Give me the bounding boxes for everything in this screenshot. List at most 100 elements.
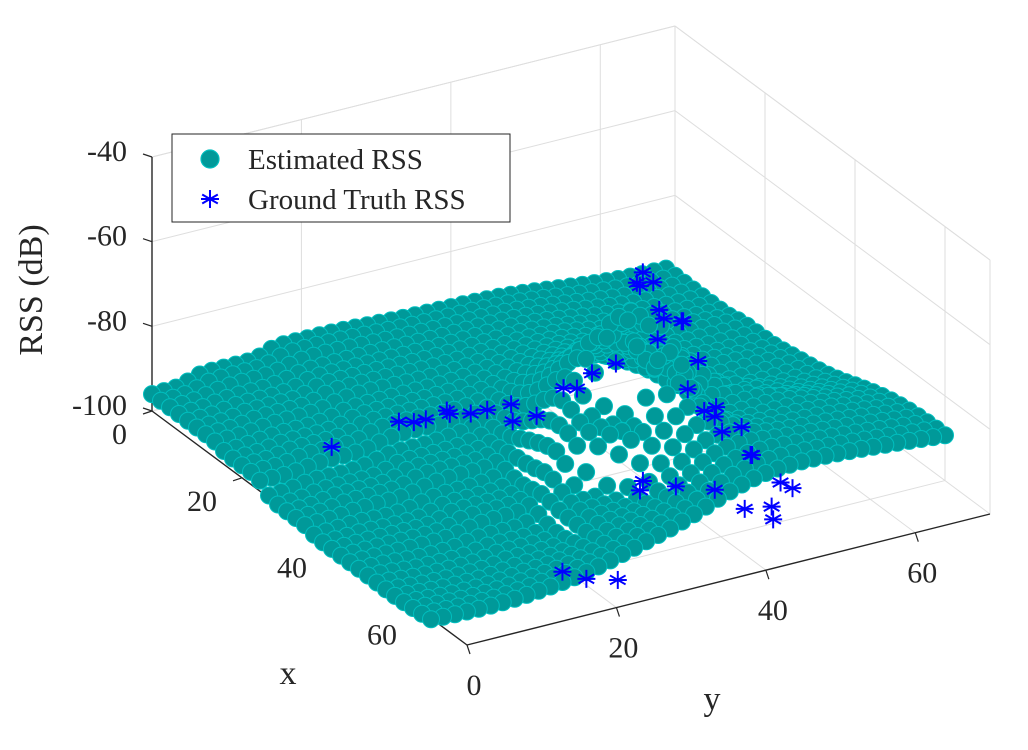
estimated-rss-point	[639, 316, 658, 335]
x-tick-label: 20	[187, 485, 217, 518]
ground-truth-rss-point	[567, 379, 586, 398]
ground-truth-rss-point	[713, 422, 732, 441]
y-tick-mark	[765, 569, 770, 580]
y-tick-label: 60	[907, 557, 937, 590]
ground-truth-rss-point	[771, 473, 790, 492]
ground-truth-rss-point	[630, 481, 649, 500]
z-axis-label: RSS (dB)	[13, 224, 50, 355]
ground-truth-rss-point	[783, 479, 802, 498]
y-tick-mark	[914, 532, 919, 542]
estimated-rss-point	[663, 438, 682, 457]
legend-box	[171, 133, 511, 223]
estimated-rss-point	[684, 440, 703, 459]
ground-truth-rss-point	[582, 364, 601, 383]
estimated-rss-point	[618, 311, 637, 330]
estimated-rss-point	[672, 355, 691, 374]
estimated-rss-point	[636, 388, 655, 407]
z-tick-label: -80	[87, 304, 127, 337]
z-tick-label: -100	[72, 389, 127, 422]
estimated-rss-point	[574, 386, 592, 405]
ground-truth-rss-point	[627, 273, 646, 292]
estimated-rss-point	[251, 471, 269, 490]
estimated-rss-point	[666, 407, 685, 426]
ground-truth-rss-point	[644, 273, 663, 292]
estimated-rss-point	[648, 351, 667, 369]
ground-truth-rss-point	[606, 354, 625, 373]
x-axis-label: x	[280, 655, 297, 692]
estimated-rss-point	[589, 437, 608, 456]
ground-truth-rss-point	[527, 406, 546, 425]
x-tick-mark	[232, 477, 243, 482]
z-tick-mark	[142, 153, 153, 158]
legend-estimated-marker	[200, 149, 220, 169]
estimated-rss-point	[642, 436, 661, 455]
ground-truth-rss-point	[577, 569, 596, 588]
z-tick-mark	[142, 322, 153, 327]
legend-star-glyph	[201, 190, 219, 208]
ground-truth-rss-point	[633, 471, 652, 490]
z-tick-label: -40	[87, 135, 127, 168]
ground-truth-rss-markers	[322, 263, 802, 589]
estimated-rss-point	[422, 610, 440, 629]
ground-truth-rss-point	[322, 437, 341, 456]
estimated-rss-point	[657, 385, 676, 404]
estimated-rss-point	[577, 463, 596, 482]
legend-estimated-label: Estimated RSS	[248, 144, 423, 176]
legend-ground-truth-label: Ground Truth RSS	[248, 184, 466, 216]
y-tick-mark	[615, 607, 620, 617]
estimated-rss-point	[622, 430, 640, 449]
ground-truth-rss-point	[707, 398, 726, 417]
ground-truth-rss-point	[732, 418, 751, 437]
ground-truth-rss-point	[666, 477, 685, 496]
ground-truth-rss-point	[672, 312, 691, 331]
ground-truth-rss-point	[461, 404, 480, 423]
estimated-rss-point	[556, 454, 575, 473]
ground-truth-rss-point	[735, 499, 754, 518]
estimated-rss-point	[675, 425, 694, 444]
estimated-rss-point	[631, 454, 649, 473]
estimated-rss-point	[568, 436, 587, 455]
legend-ground-truth-marker	[201, 190, 219, 208]
ground-truth-rss-point	[689, 352, 708, 371]
ground-truth-rss-point	[648, 330, 667, 349]
ground-truth-rss-point	[440, 404, 459, 423]
estimated-rss-point	[696, 431, 715, 450]
estimated-rss-point	[562, 400, 581, 419]
y-tick-mark	[466, 644, 471, 655]
estimated-rss-point	[627, 337, 646, 356]
ground-truth-rss-point	[650, 300, 669, 319]
ground-truth-rss-point	[553, 562, 572, 581]
estimated-rss-point	[601, 425, 619, 444]
tick-labels: 0 20 40 60 0 20 40 60 -40 -60 -80 -100	[72, 135, 937, 702]
estimated-rss-point	[645, 407, 664, 426]
ground-truth-rss-point	[762, 497, 781, 516]
estimated-rss-point	[610, 445, 628, 464]
ground-truth-rss-point	[478, 400, 497, 419]
x-tick-mark	[142, 410, 153, 415]
estimated-rss-point	[559, 424, 578, 443]
y-axis-label: y	[704, 681, 721, 718]
ground-truth-rss-point	[741, 445, 760, 464]
box-edge	[674, 25, 991, 261]
estimated-rss-point	[595, 397, 613, 416]
x-tick-label: 0	[112, 418, 127, 451]
ground-truth-rss-point	[502, 395, 521, 414]
ground-truth-rss-point	[705, 407, 724, 426]
ground-truth-rss-point	[764, 510, 783, 529]
y-tick-label: 40	[758, 594, 788, 627]
estimated-rss-point	[651, 454, 670, 473]
ground-truth-rss-point	[678, 380, 697, 399]
estimated-rss-point	[580, 423, 599, 441]
x-tick-label: 60	[367, 619, 397, 652]
y-tick-label: 20	[608, 632, 638, 665]
estimated-rss-point	[597, 328, 616, 347]
y-axis-line	[466, 513, 991, 646]
z-tick-mark	[142, 407, 153, 412]
legend: Estimated RSS Ground Truth RSS	[171, 133, 511, 223]
wall-grid-line	[674, 110, 991, 346]
estimated-rss-point	[577, 349, 595, 368]
estimated-rss-point	[654, 421, 673, 440]
estimated-rss-markers	[143, 259, 954, 629]
estimated-rss-point	[547, 442, 566, 461]
